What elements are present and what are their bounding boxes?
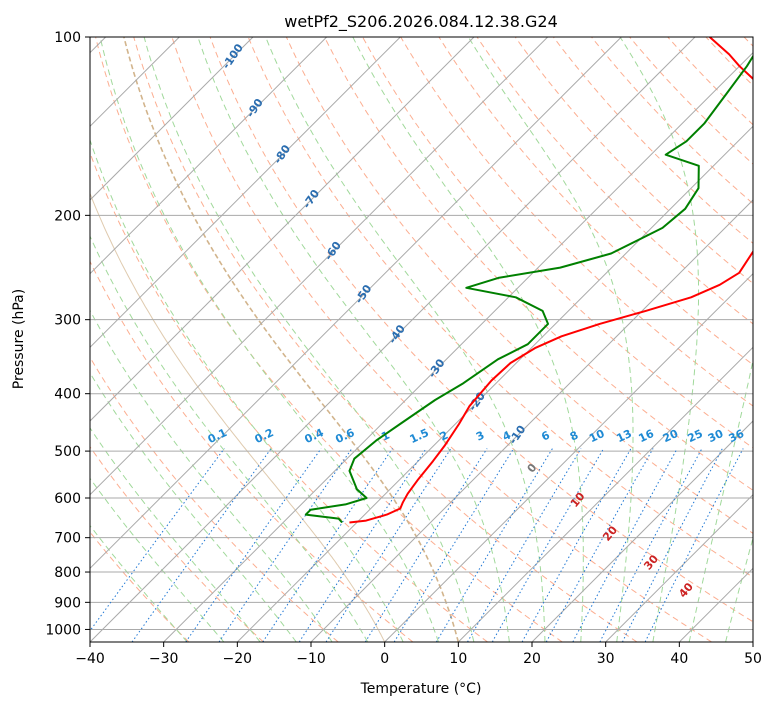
mixing-ratio-label: 36 bbox=[727, 427, 747, 445]
mixing-ratio-line bbox=[131, 448, 272, 642]
isotherm bbox=[90, 37, 696, 642]
isotherm bbox=[531, 420, 753, 642]
dewpoint-line bbox=[304, 54, 753, 524]
mixing-ratio-label: 16 bbox=[637, 427, 657, 445]
mixing-ratio-label: 20 bbox=[661, 427, 681, 445]
dry-adiabat bbox=[133, 37, 638, 642]
moist-adiabat bbox=[90, 138, 404, 642]
y-tick-label: 700 bbox=[54, 531, 81, 547]
y-tick-label: 400 bbox=[54, 387, 81, 403]
moist-adiabat bbox=[688, 358, 753, 642]
background-lines bbox=[90, 37, 753, 642]
plot-frame bbox=[89, 36, 754, 643]
mixing-ratio-label: 13 bbox=[614, 427, 633, 445]
dry-adiabat bbox=[171, 37, 712, 642]
y-tick-label: 200 bbox=[54, 208, 81, 224]
y-tick-label: 600 bbox=[54, 491, 81, 507]
y-tick-label: 500 bbox=[54, 444, 81, 460]
reference-curve bbox=[90, 192, 386, 642]
mixing-ratio-line bbox=[262, 448, 393, 642]
mixing-ratio-line bbox=[621, 448, 723, 642]
moist-adiabat bbox=[90, 309, 333, 642]
isotherm bbox=[90, 37, 328, 275]
reference-curve bbox=[123, 37, 460, 642]
mixing-ratio-line bbox=[393, 448, 515, 642]
mixing-ratio-line bbox=[491, 448, 605, 642]
dry-adiabat bbox=[90, 445, 264, 642]
moist-adiabat bbox=[90, 235, 369, 642]
dry-adiabat bbox=[438, 37, 753, 366]
isotherm bbox=[310, 199, 753, 642]
dry-adiabat bbox=[362, 37, 753, 449]
mixing-ratio-label: 25 bbox=[685, 427, 704, 445]
moist-adiabat bbox=[90, 524, 188, 642]
moist-adiabat bbox=[352, 37, 584, 642]
x-tick-label: 30 bbox=[597, 651, 615, 667]
isotherm bbox=[90, 37, 622, 570]
y-axis-title: Pressure (hPa) bbox=[11, 289, 27, 389]
mixing-ratio-line bbox=[218, 448, 353, 642]
isotherm bbox=[90, 37, 475, 422]
mixing-ratio-line bbox=[644, 448, 744, 642]
mixing-ratio-line bbox=[298, 448, 427, 642]
moist-adiabat bbox=[90, 371, 297, 642]
moist-adiabat bbox=[90, 477, 225, 642]
mixing-ratio-line bbox=[325, 448, 452, 642]
isotherm bbox=[163, 51, 753, 642]
x-axis-title: Temperature (°C) bbox=[360, 681, 482, 697]
x-tick-label: 50 bbox=[744, 651, 762, 667]
x-tick-label: −30 bbox=[149, 651, 179, 667]
sounding-lines bbox=[304, 37, 753, 524]
axes: −40 −30 −20 −10 0 10 20 30 40 50 100 200 300 400 500 60… bbox=[45, 30, 762, 667]
mixing-ratio-line bbox=[90, 448, 225, 632]
isotherm bbox=[90, 37, 254, 201]
mixing-ratio-label: 10 bbox=[587, 427, 607, 445]
moist-adiabat bbox=[725, 536, 753, 642]
y-tick-label: 300 bbox=[54, 313, 81, 329]
x-tick-label: −10 bbox=[296, 651, 326, 667]
isotherm bbox=[384, 272, 753, 642]
x-tick-label: 10 bbox=[449, 651, 467, 667]
y-tick-label: 900 bbox=[54, 595, 81, 611]
isotherm bbox=[605, 493, 753, 642]
moist-adiabat bbox=[99, 37, 439, 642]
isotherm bbox=[236, 125, 753, 642]
moist-adiabat bbox=[265, 37, 546, 642]
x-tick-label: −20 bbox=[223, 651, 253, 667]
x-tick-label: 0 bbox=[380, 651, 389, 667]
x-tick-label: −40 bbox=[75, 651, 105, 667]
mixing-ratio-label: 30 bbox=[706, 427, 726, 445]
dry-adiabat bbox=[247, 37, 753, 578]
mixing-ratio-line bbox=[467, 448, 582, 642]
mixing-ratio-line bbox=[185, 448, 322, 642]
dry-adiabat bbox=[552, 37, 753, 244]
mixing-ratio-line bbox=[599, 448, 703, 642]
dry-adiabat bbox=[514, 37, 753, 285]
dry-adiabat bbox=[400, 37, 753, 407]
dry-adiabat bbox=[90, 151, 488, 642]
isotherm bbox=[457, 346, 753, 642]
y-tick-label: 100 bbox=[54, 30, 81, 46]
dry-adiabat bbox=[90, 260, 414, 642]
isotherm bbox=[90, 37, 401, 349]
moist-adiabat bbox=[619, 37, 699, 642]
y-tick-label: 800 bbox=[54, 565, 81, 581]
temperature-line bbox=[349, 37, 753, 524]
moist-adiabat bbox=[90, 427, 261, 642]
y-tick-label: 1000 bbox=[45, 622, 81, 638]
dry-adiabat bbox=[209, 37, 753, 623]
mixing-ratio-line bbox=[572, 448, 678, 642]
x-tick-label: 20 bbox=[523, 651, 541, 667]
mixing-ratio-line bbox=[364, 448, 488, 642]
dry-adiabat bbox=[285, 37, 753, 534]
chart-title: wetPf2_S206.2026.084.12.38.G24 bbox=[284, 12, 558, 32]
x-tick-label: 40 bbox=[670, 651, 688, 667]
moist-adiabat bbox=[197, 37, 510, 642]
moist-adiabat bbox=[143, 37, 475, 642]
isotherm bbox=[90, 37, 549, 496]
